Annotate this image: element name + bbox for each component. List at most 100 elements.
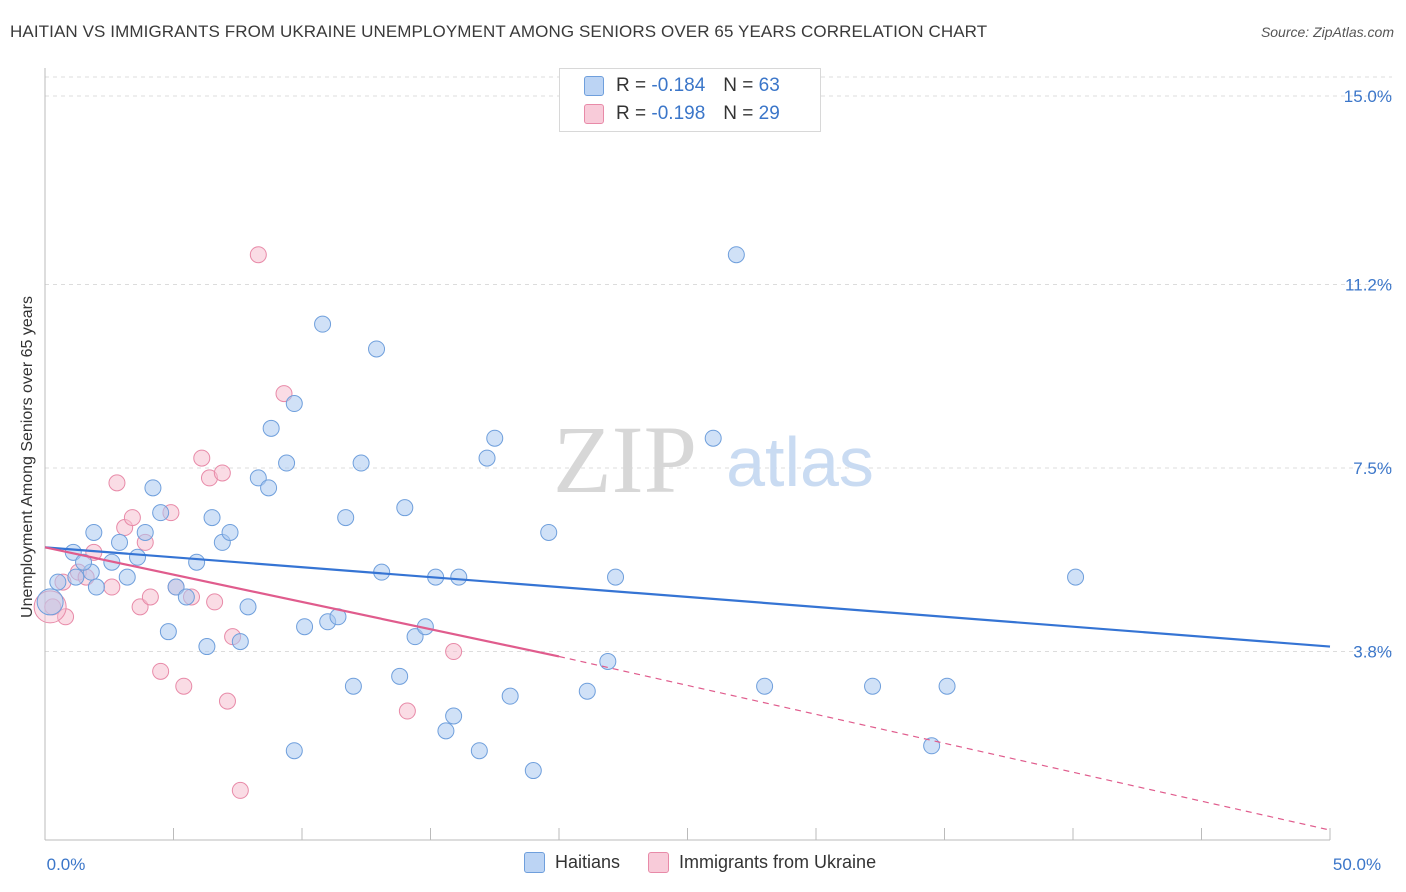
legend-n-label: N = — [723, 75, 754, 96]
legend-row-ukraine: R = -0.198 N = 29 — [584, 101, 780, 127]
haitians-point — [167, 578, 185, 596]
ukraine-point — [445, 643, 463, 661]
series-haitians-points — [36, 246, 1085, 780]
ukraine-point — [123, 509, 141, 527]
haitians-point — [262, 419, 280, 437]
ukraine-point — [175, 677, 193, 695]
legend-r-label: R = — [616, 75, 647, 96]
haitians-point — [337, 509, 355, 527]
haitians-point — [524, 762, 542, 780]
haitians-point — [129, 548, 147, 566]
haitians-point — [260, 479, 278, 497]
haitians-trend-line — [44, 546, 1331, 648]
ukraine-point — [193, 449, 211, 467]
haitians-point — [159, 623, 177, 641]
haitians-point — [239, 598, 257, 616]
ukraine-point — [398, 702, 416, 720]
ukraine-point — [103, 578, 121, 596]
ukraine-point — [141, 588, 159, 606]
haitians-point — [445, 707, 463, 725]
haitians-point — [540, 523, 558, 541]
haitians-point — [75, 553, 93, 571]
haitians-point — [203, 509, 221, 527]
haitians-point — [344, 677, 362, 695]
legend-label-haitians: Haitians — [555, 852, 621, 872]
haitians-point — [221, 523, 239, 541]
haitians-point — [501, 687, 519, 705]
haitians-point — [67, 568, 85, 586]
legend-label-ukraine: Immigrants from Ukraine — [679, 852, 877, 872]
haitians-point — [188, 553, 206, 571]
legend-n-value-ukraine: 29 — [758, 103, 780, 124]
legend-swatch-ukraine — [584, 104, 604, 124]
haitians-point — [152, 504, 170, 522]
haitians-point — [296, 618, 314, 636]
legend-n-label: N = — [723, 103, 754, 124]
x-tick-label: 0.0% — [47, 855, 86, 874]
haitians-point — [85, 523, 103, 541]
source-label: Source: ZipAtlas.com — [1260, 24, 1394, 40]
haitians-point — [285, 395, 303, 413]
axes — [44, 68, 1331, 841]
ukraine-point — [108, 474, 126, 492]
ukraine-point — [275, 385, 293, 403]
legend-r-value-haitians: -0.184 — [651, 75, 706, 96]
legend-item-ukraine[interactable]: Immigrants from Ukraine — [648, 852, 876, 873]
ukraine-trend-line — [44, 546, 560, 658]
legend-n-value-haitians: 63 — [758, 75, 780, 96]
ukraine-point — [231, 781, 249, 799]
chart-title: HAITIAN VS IMMIGRANTS FROM UKRAINE UNEMP… — [10, 22, 988, 41]
haitians-point — [756, 677, 774, 695]
legend-swatch-ukraine — [648, 852, 670, 873]
haitians-point — [111, 533, 129, 551]
ukraine-point — [213, 464, 231, 482]
legend-r-label: R = — [616, 103, 647, 124]
ukraine-point — [33, 590, 67, 624]
haitians-point — [599, 652, 617, 670]
haitians-point — [87, 578, 105, 596]
correlation-legend: R = -0.184 N = 63 R = -0.198 N = 29 — [559, 68, 821, 132]
ukraine-point — [131, 598, 149, 616]
haitians-point — [368, 340, 386, 358]
ukraine-point — [152, 662, 170, 680]
legend-row-haitians: R = -0.184 N = 63 — [584, 73, 780, 99]
haitians-point — [727, 246, 745, 264]
haitians-point — [923, 737, 941, 755]
haitians-point — [144, 479, 162, 497]
haitians-point — [478, 449, 496, 467]
y-tick-label: 15.0% — [1344, 87, 1392, 106]
haitians-point — [49, 573, 67, 591]
haitians-point — [437, 722, 455, 740]
legend-item-haitians[interactable]: Haitians — [524, 852, 620, 873]
haitians-point — [704, 429, 722, 447]
ukraine-point — [218, 692, 236, 710]
haitians-point — [278, 454, 296, 472]
haitians-point — [406, 628, 424, 646]
haitians-point — [352, 454, 370, 472]
legend-swatch-haitians — [584, 76, 604, 96]
x-tick-label: 50.0% — [1333, 855, 1381, 874]
y-tick-label: 11.2% — [1345, 275, 1392, 294]
haitians-point — [1067, 568, 1085, 586]
ukraine-point — [249, 246, 267, 264]
haitians-point — [470, 742, 488, 760]
haitians-point — [578, 682, 596, 700]
haitians-point — [396, 499, 414, 517]
haitians-point — [118, 568, 136, 586]
legend-swatch-haitians — [524, 852, 545, 873]
series-legend: Haitians Immigrants from Ukraine — [524, 852, 904, 873]
y-tick-label: 3.8% — [1353, 643, 1392, 662]
haitians-point — [486, 429, 504, 447]
trend-lines — [44, 546, 1331, 831]
haitians-point — [136, 523, 154, 541]
ukraine-point — [206, 593, 224, 611]
y-tick-label: 7.5% — [1353, 459, 1392, 478]
tick-labels: 3.8% 7.5% 11.2% 15.0% 0.0% 50.0% — [47, 87, 1392, 874]
haitians-point — [938, 677, 956, 695]
legend-r-value-ukraine: -0.198 — [651, 103, 706, 124]
watermark-zip: ZIP — [553, 406, 697, 513]
haitians-point — [391, 667, 409, 685]
gridlines — [45, 76, 1392, 653]
haitians-point — [607, 568, 625, 586]
